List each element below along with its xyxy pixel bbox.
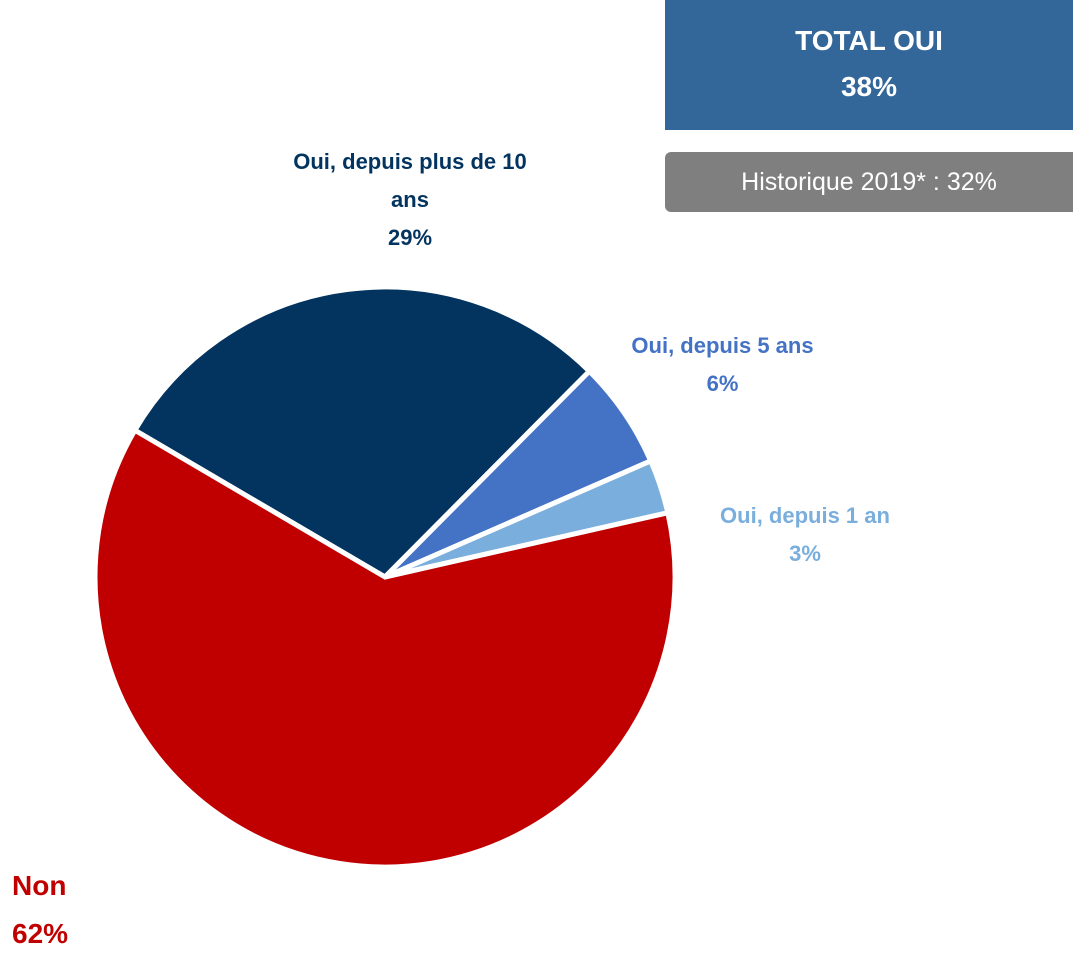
total-value: 38% [840, 71, 898, 102]
slice-category: Oui, depuis 5 ans [631, 333, 814, 358]
total-box: TOTAL OUI 38% [665, 0, 1073, 130]
pie-slice [92, 426, 678, 870]
slice-label: Non 62% [12, 862, 102, 958]
total-title: TOTAL OUI [795, 25, 943, 56]
slice-category: Oui, depuis plus de 10 ans [293, 149, 527, 212]
slice-label: Oui, depuis 5 ans 6% [600, 327, 845, 403]
history-note: Historique 2019* : 32% [665, 152, 1073, 212]
slice-value: 29% [387, 225, 433, 250]
slice-value: 62% [12, 918, 69, 949]
slice-value: 3% [789, 541, 821, 566]
slice-value: 6% [706, 371, 739, 396]
slice-label: Oui, depuis 1 an 3% [680, 497, 930, 573]
slice-category: Non [12, 870, 67, 901]
slice-label: Oui, depuis plus de 10 ans 29% [280, 143, 540, 257]
slice-category: Oui, depuis 1 an [720, 503, 890, 528]
pie-slice [131, 284, 593, 581]
